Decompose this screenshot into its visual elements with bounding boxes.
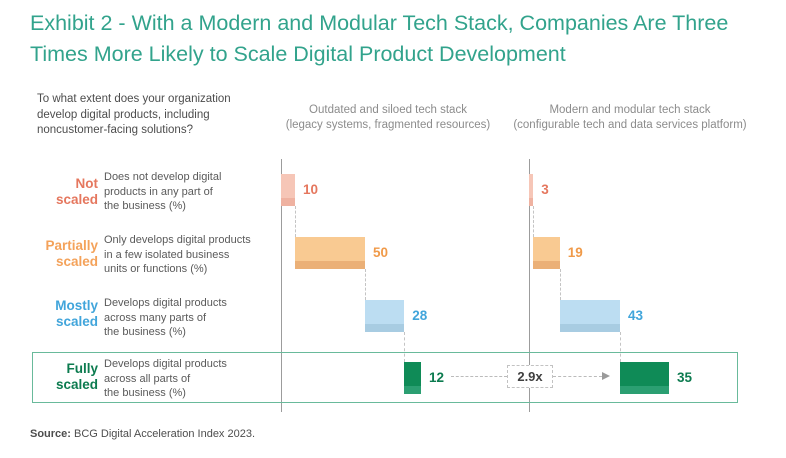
waterfall-connector <box>404 332 406 362</box>
bar-outdated-and-siloed-tech-stack-fully-scaled <box>404 362 421 394</box>
bar-shade-band <box>533 261 560 269</box>
fully-scaled-highlight-box <box>32 352 738 403</box>
waterfall-connector <box>365 269 366 300</box>
source-line: Source: BCG Digital Acceleration Index 2… <box>30 428 255 440</box>
column-header-outdated-stack: Outdated and siloed tech stack (legacy s… <box>285 104 491 132</box>
row-label-mostly-scaled: Mostly scaled <box>55 298 98 329</box>
axis-line-modern-stack <box>529 159 530 412</box>
source-text: BCG Digital Acceleration Index 2023. <box>70 428 256 440</box>
exhibit-title: Exhibit 2 - With a Modern and Modular Te… <box>30 11 729 66</box>
waterfall-connector <box>620 332 621 362</box>
bar-outdated-and-siloed-tech-stack-mostly-scaled <box>365 300 405 332</box>
survey-question: To what extent does your organization de… <box>37 93 231 137</box>
bar-value-label: 50 <box>373 245 389 260</box>
bar-modern-and-modular-tech-stack-mostly-scaled <box>559 300 620 332</box>
bar-outdated-and-siloed-tech-stack-partially-scaled <box>295 237 365 269</box>
source-label: Source: <box>30 428 71 440</box>
row-label-fully-scaled: Fully scaled <box>55 361 98 392</box>
column-header-modern-stack: Modern and modular tech stack (configura… <box>513 104 747 132</box>
multiplier-badge: 2.9x <box>507 365 553 388</box>
bar-value-label: 28 <box>412 308 428 323</box>
multiplier-arrow-line-left <box>451 376 507 377</box>
bar-shade-band <box>620 386 669 394</box>
bar-value-label: 43 <box>628 308 644 323</box>
row-description-not-scaled: Does not develop digital products in any… <box>104 171 222 213</box>
row-description-mostly-scaled: Develops digital products across many pa… <box>104 297 227 339</box>
bar-outdated-and-siloed-tech-stack-not-scaled <box>281 174 295 206</box>
bar-value-label: 19 <box>567 245 583 260</box>
row-description-partially-scaled: Only develops digital products in a few … <box>104 234 251 276</box>
bar-shade-band <box>404 386 421 394</box>
axis-line-outdated-stack <box>281 159 282 412</box>
row-label-partially-scaled: Partially scaled <box>45 238 98 269</box>
bar-shade-band <box>529 198 534 206</box>
bar-modern-and-modular-tech-stack-not-scaled <box>529 174 534 206</box>
waterfall-connector <box>559 269 561 300</box>
bar-value-label: 3 <box>541 182 549 197</box>
row-label-not-scaled: Not scaled <box>55 176 98 207</box>
bar-shade-band <box>365 324 405 332</box>
bar-value-label: 10 <box>303 182 319 197</box>
waterfall-connector <box>533 206 535 237</box>
multiplier-arrow-head-icon <box>602 372 610 380</box>
bar-modern-and-modular-tech-stack-fully-scaled <box>620 362 669 394</box>
bar-shade-band <box>295 261 365 269</box>
waterfall-connector <box>295 206 296 237</box>
bar-modern-and-modular-tech-stack-partially-scaled <box>533 237 560 269</box>
bar-value-label: 35 <box>677 370 693 385</box>
multiplier-arrow-line-right <box>553 376 602 377</box>
bar-shade-band <box>559 324 620 332</box>
bar-value-label: 12 <box>429 370 445 385</box>
bar-shade-band <box>281 198 295 206</box>
row-description-fully-scaled: Develops digital products across all par… <box>104 358 227 400</box>
